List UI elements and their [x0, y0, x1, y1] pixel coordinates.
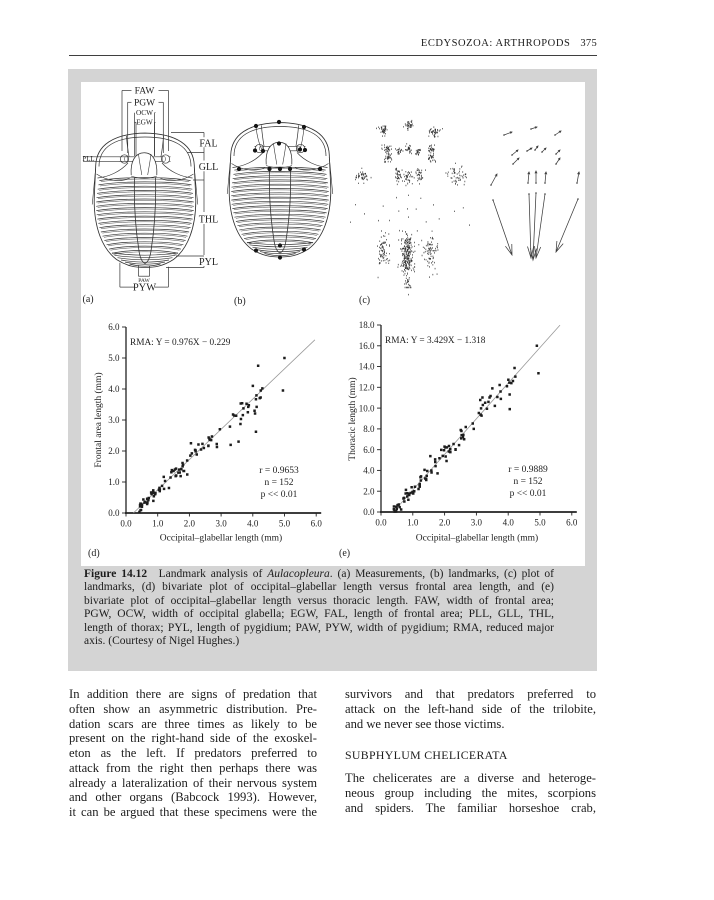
- svg-text:0.0: 0.0: [375, 518, 387, 528]
- svg-text:PLL: PLL: [82, 156, 94, 163]
- svg-text:6.0: 6.0: [311, 519, 323, 529]
- svg-text:6.0: 6.0: [566, 518, 578, 528]
- svg-text:Frontal area length (mm): Frontal area length (mm): [93, 372, 104, 467]
- svg-text:5.0: 5.0: [534, 518, 546, 528]
- svg-text:Thoracic length (mm): Thoracic length (mm): [347, 377, 358, 460]
- svg-text:(b): (b): [234, 296, 246, 307]
- svg-text:Occipital–glabellar length (mm: Occipital–glabellar length (mm): [160, 533, 282, 544]
- svg-text:RMA: Y = 3.429X − 1.318: RMA: Y = 3.429X − 1.318: [385, 336, 486, 346]
- svg-text:18.0: 18.0: [359, 320, 375, 330]
- svg-text:THL: THL: [199, 215, 218, 226]
- svg-text:5.0: 5.0: [279, 519, 291, 529]
- svg-text:n = 152: n = 152: [264, 478, 293, 488]
- svg-text:(e): (e): [339, 548, 350, 559]
- svg-text:3.0: 3.0: [471, 518, 483, 528]
- svg-text:OCW: OCW: [136, 108, 153, 117]
- svg-text:r = 0.9889: r = 0.9889: [508, 465, 548, 475]
- svg-text:2.0: 2.0: [184, 519, 196, 529]
- svg-text:16.0: 16.0: [359, 341, 375, 351]
- svg-text:PYL: PYL: [199, 257, 218, 268]
- svg-text:4.0: 4.0: [503, 518, 515, 528]
- svg-text:r = 0.9653: r = 0.9653: [259, 466, 299, 476]
- svg-text:PAW: PAW: [138, 278, 150, 284]
- svg-text:GLL: GLL: [199, 162, 218, 173]
- svg-text:Occipital–glabellar length (mm: Occipital–glabellar length (mm): [416, 533, 538, 544]
- svg-text:(d): (d): [88, 548, 100, 559]
- svg-text:4.0: 4.0: [363, 466, 375, 476]
- svg-text:6.0: 6.0: [363, 445, 375, 455]
- svg-text:0.0: 0.0: [108, 508, 120, 518]
- svg-text:(c): (c): [359, 295, 370, 306]
- svg-text:14.0: 14.0: [359, 362, 375, 372]
- svg-text:p << 0.01: p << 0.01: [261, 490, 298, 500]
- svg-text:6.0: 6.0: [108, 322, 120, 332]
- svg-text:2.0: 2.0: [108, 446, 120, 456]
- svg-text:2.0: 2.0: [363, 486, 375, 496]
- svg-text:1.0: 1.0: [407, 518, 419, 528]
- svg-text:12.0: 12.0: [359, 383, 375, 393]
- svg-text:n = 152: n = 152: [513, 477, 542, 487]
- svg-text:p << 0.01: p << 0.01: [510, 489, 547, 499]
- svg-text:1.0: 1.0: [152, 519, 164, 529]
- svg-text:RMA: Y = 0.976X − 0.229: RMA: Y = 0.976X − 0.229: [130, 338, 231, 348]
- svg-text:4.0: 4.0: [247, 519, 259, 529]
- svg-text:10.0: 10.0: [359, 403, 375, 413]
- svg-text:EGW: EGW: [136, 118, 153, 127]
- svg-text:3.0: 3.0: [215, 519, 227, 529]
- svg-text:1.0: 1.0: [108, 477, 120, 487]
- svg-text:0.0: 0.0: [363, 507, 375, 517]
- svg-text:0.0: 0.0: [120, 519, 132, 529]
- svg-text:2.0: 2.0: [439, 518, 451, 528]
- svg-text:8.0: 8.0: [363, 424, 375, 434]
- svg-text:FAW: FAW: [135, 87, 155, 97]
- svg-text:5.0: 5.0: [108, 353, 120, 363]
- svg-text:PGW: PGW: [134, 98, 155, 108]
- svg-text:4.0: 4.0: [108, 384, 120, 394]
- svg-text:PYW: PYW: [133, 283, 156, 294]
- svg-text:(a): (a): [83, 294, 94, 305]
- svg-text:FAL: FAL: [199, 138, 217, 149]
- svg-text:3.0: 3.0: [108, 415, 120, 425]
